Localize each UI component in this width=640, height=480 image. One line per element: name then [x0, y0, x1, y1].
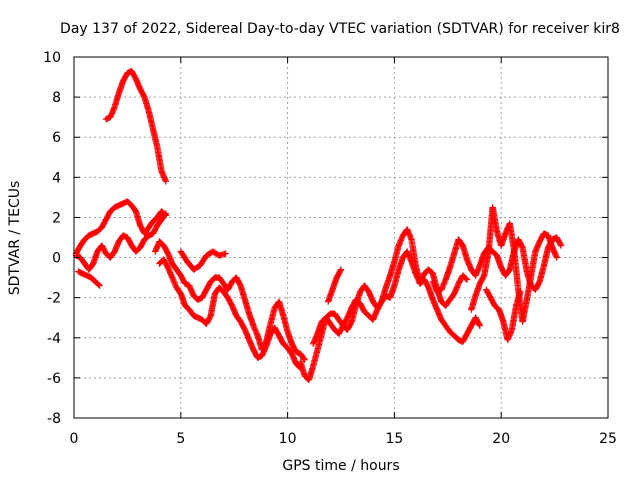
y-tick-label: 2 — [52, 210, 61, 226]
y-tick-label: 4 — [52, 170, 61, 186]
series-trace-end-b — [468, 204, 560, 325]
series-trace-late-c — [324, 266, 345, 305]
series-trace-high-peak — [102, 67, 170, 185]
y-axis-label: SDTVAR / TECUs — [7, 181, 23, 296]
x-tick-label: 20 — [492, 431, 510, 447]
data-point — [337, 266, 345, 273]
y-tick-label: 6 — [52, 130, 61, 146]
x-axis-label: GPS time / hours — [282, 458, 399, 474]
series-trace-early-upper — [72, 198, 170, 257]
data-point — [476, 321, 483, 328]
y-tick-label: -8 — [47, 411, 61, 427]
data-point — [162, 178, 170, 185]
plot-frame — [73, 56, 609, 419]
y-tick-label: 8 — [52, 90, 61, 106]
data-point — [95, 281, 102, 289]
series-trace-late-b — [310, 248, 484, 347]
grid-lines — [74, 57, 608, 418]
data-point — [301, 356, 308, 364]
data-point — [162, 210, 170, 217]
data-point — [463, 276, 471, 283]
data-point — [476, 322, 484, 329]
tick-labels: 0 5 10 15 20 25 -8 -6 -4 -2 0 2 4 6 8 10 — [43, 50, 617, 447]
data-point — [337, 267, 344, 274]
x-tick-label: 10 — [279, 431, 297, 447]
x-tick-label: 5 — [176, 431, 185, 447]
data-points — [72, 67, 565, 384]
data-point — [462, 275, 470, 283]
data-point — [553, 254, 560, 261]
y-tick-label: -4 — [47, 331, 61, 347]
data-point — [96, 282, 103, 289]
chart-title: Day 137 of 2022, Sidereal Day-to-day VTE… — [60, 21, 620, 37]
data-point — [300, 355, 308, 363]
y-tick-label: -2 — [47, 291, 61, 307]
axis-ticks — [73, 56, 609, 419]
series-trace-early-dip — [75, 268, 103, 289]
data-point — [517, 288, 524, 295]
series-trace-end-a — [429, 234, 565, 295]
series-trace-late-a — [297, 226, 471, 384]
data-point — [557, 241, 564, 248]
x-tick-label: 0 — [70, 431, 79, 447]
series-trace-mid-c — [177, 248, 229, 273]
y-tick-label: 10 — [43, 50, 61, 66]
x-tick-label: 25 — [599, 431, 617, 447]
data-point — [161, 211, 169, 218]
y-tick-label: -6 — [47, 371, 61, 387]
x-tick-label: 15 — [385, 431, 403, 447]
series-trace-early-lower — [72, 210, 170, 273]
data-point — [222, 250, 229, 257]
series-trace-end-c — [483, 286, 524, 343]
series-trace-mid-b — [156, 256, 304, 372]
data-point — [557, 242, 565, 249]
y-tick-label: 0 — [52, 251, 61, 267]
